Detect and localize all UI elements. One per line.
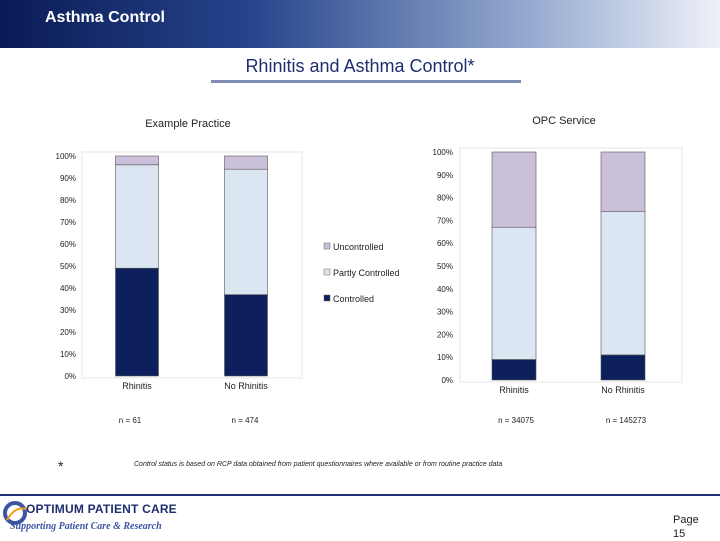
y-tick-label-1: 20% [437,330,453,339]
y-tick-label-0: 100% [56,152,76,161]
chart-title-1: OPC Service [532,115,596,127]
n-label-1: n = 34075 [498,416,534,425]
bar-segment-0 [115,164,159,269]
y-tick-label-0: 70% [60,218,76,227]
footnote-text: Control status is based on RCP data obta… [134,461,503,468]
y-tick-label-0: 10% [60,350,76,359]
bar-segment-0 [224,294,268,377]
y-tick-label-1: 10% [437,353,453,362]
y-tick-label-1: 70% [437,216,453,225]
slide-title: Rhinitis and Asthma Control* [245,56,475,76]
legend-label: Uncontrolled [333,242,384,252]
bar-segment-1 [600,354,646,381]
x-tick-label-0: Rhinitis [122,381,152,391]
legend-swatch [323,242,331,250]
title-underline [211,80,521,83]
y-tick-label-1: 100% [433,148,453,157]
legend-swatch [323,268,331,276]
bar-segment-1 [491,359,537,381]
legend-label: Partly Controlled [333,268,400,278]
y-tick-label-0: 50% [60,262,76,271]
x-tick-label-1: No Rhinitis [601,385,645,395]
footnote-marker: * [58,458,64,474]
company-logo: OPTIMUM PATIENT CARE Supporting Patient … [2,498,202,538]
logo-o-icon [3,501,27,525]
bar-segment-1 [600,210,646,356]
y-tick-label-0: 30% [60,306,76,315]
y-tick-label-1: 30% [437,308,453,317]
y-tick-label-0: 60% [60,240,76,249]
y-tick-label-0: 90% [60,174,76,183]
header-title: Asthma Control [45,9,165,26]
y-tick-label-1: 40% [437,285,453,294]
chart-title-0: Example Practice [145,118,231,130]
bar-segment-0 [224,155,268,170]
plot-frame-0 [81,151,303,379]
logo-main-text: OPTIMUM PATIENT CARE [26,502,177,516]
bar-segment-0 [115,155,159,166]
y-tick-label-1: 80% [437,194,453,203]
footer-rule [0,494,720,496]
header-bar [0,0,720,48]
legend-label: Controlled [333,294,374,304]
bar-segment-0 [224,168,268,295]
bar-segment-1 [600,151,646,212]
plot-frame-1 [459,147,683,383]
x-tick-label-0: No Rhinitis [224,381,268,391]
bar-segment-1 [491,151,537,228]
y-tick-label-0: 80% [60,196,76,205]
page-label: Page [673,514,699,526]
y-tick-label-1: 90% [437,171,453,180]
page-number-value: 15 [673,528,686,540]
y-tick-label-1: 50% [437,262,453,271]
y-tick-label-0: 20% [60,328,76,337]
n-label-0: n = 474 [232,416,259,425]
page-number: Page 15 [673,513,699,541]
bar-segment-0 [115,267,159,377]
x-tick-label-1: Rhinitis [499,385,529,395]
n-label-1: n = 145273 [606,416,647,425]
y-tick-label-0: 0% [64,372,76,381]
y-tick-label-1: 60% [437,239,453,248]
y-tick-label-1: 0% [441,376,453,385]
logo-tagline: Supporting Patient Care & Research [10,521,162,532]
y-tick-label-0: 40% [60,284,76,293]
legend-swatch [323,294,331,302]
bar-segment-1 [491,226,537,360]
n-label-0: n = 61 [119,416,142,425]
